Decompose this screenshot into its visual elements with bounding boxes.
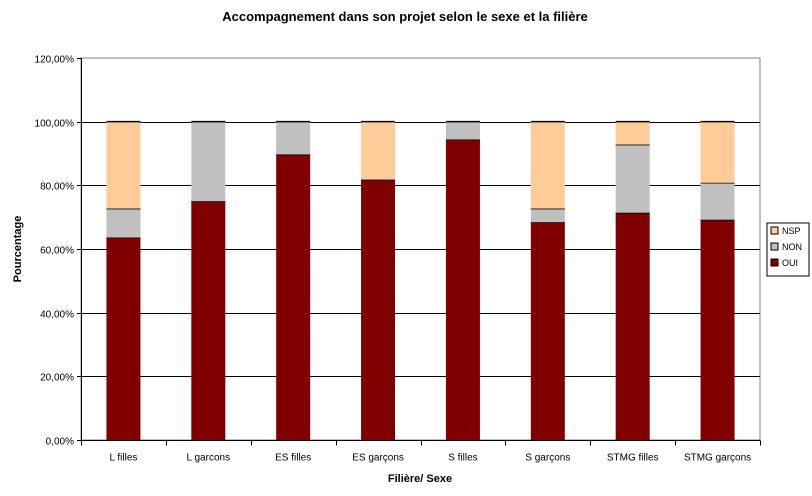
bar-segment-oui [106,237,141,440]
bar-segment-oui [191,201,226,440]
legend: NSP NON OUI [766,222,810,277]
x-tick-label: L garcons [187,453,231,464]
y-tick-label: 80,00% [40,182,74,193]
legend-label-non: NON [782,242,802,252]
y-axis-label: Pourcentage [12,216,24,283]
y-tick-label: 40,00% [40,310,74,321]
legend-swatch-nsp [770,226,779,235]
x-tick-label: S garçons [525,453,570,464]
bar-segment-nsp [615,121,650,145]
y-axis-ticks: 0,00% 20,00% 40,00% 60,00% 80,00% 100,00% 120,… [35,55,82,448]
bar-segment-nsp [530,121,565,209]
x-tick-label: STMG garçons [684,453,751,464]
bar-segment-non [615,144,650,213]
bar-segment-nsp [361,121,396,180]
legend-swatch-non [770,242,779,251]
x-tick-label: ES garçons [352,453,404,464]
y-tick-label: 20,00% [40,373,74,384]
y-tick-label: 60,00% [40,246,74,257]
x-tick-label: STMG filles [607,453,659,464]
x-tick-label: S filles [448,453,477,464]
chart-title: Accompagnement dans son projet selon le … [222,9,588,24]
bar-segment-oui [615,212,650,440]
x-axis-ticks: L filles L garcons ES filles ES garçons S fi… [81,440,761,464]
bar-segment-oui [530,222,565,440]
bar-segment-nsp [106,121,141,209]
legend-label-oui: OUI [782,258,798,268]
legend-swatch-oui [770,258,779,267]
bar-segment-non [106,208,141,238]
bars [106,120,735,440]
bar-segment-non [530,208,565,223]
x-tick-label: ES filles [275,453,311,464]
y-tick-label: 0,00% [46,437,74,448]
x-tick-label: L filles [109,453,137,464]
bar-segment-oui [445,139,480,440]
bar-segment-non [276,121,311,155]
bar-segment-non [445,121,480,140]
bar-segment-oui [276,154,311,440]
bar-segment-oui [700,219,735,440]
y-tick-label: 120,00% [35,55,75,66]
x-axis-label: Filière/ Sexe [388,473,452,485]
bar-segment-non [700,182,735,220]
legend-label-nsp: NSP [782,226,801,236]
y-tick-label: 100,00% [35,119,75,130]
bar-segment-nsp [700,121,735,183]
bar-segment-non [191,121,226,202]
bar-segment-oui [361,179,396,440]
